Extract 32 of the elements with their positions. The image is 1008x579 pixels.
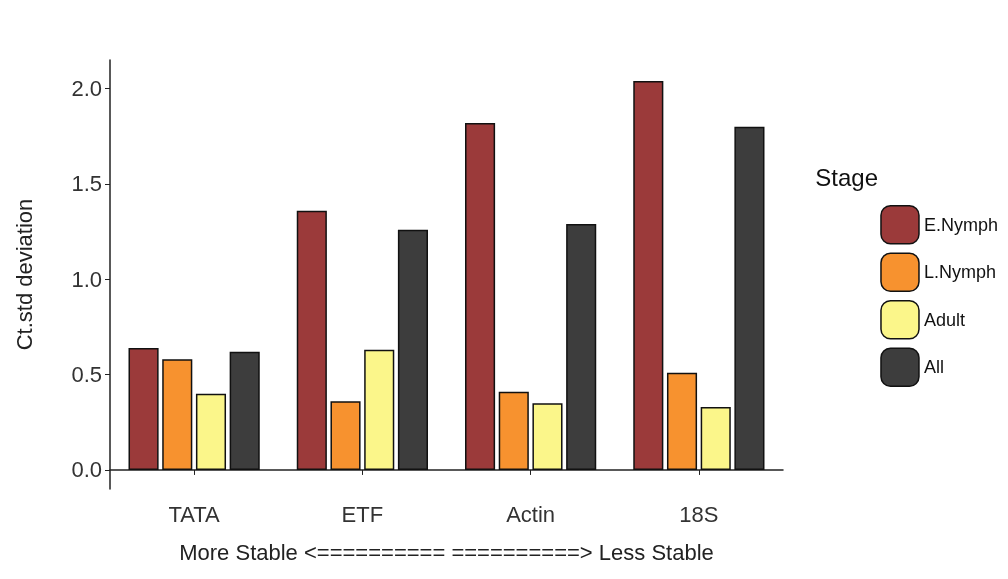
bar: [162, 359, 193, 470]
y-tick-label: 1.5: [71, 171, 102, 197]
bar: [700, 407, 731, 470]
legend-label: L.Nymph: [923, 262, 997, 283]
x-tick-label: 18S: [679, 501, 719, 527]
legend-label: All: [923, 357, 944, 378]
bar: [566, 223, 597, 470]
x-axis-title: More Stable <========== ==========> Less Stable: [179, 539, 714, 565]
bar: [397, 229, 428, 470]
y-tick-label: 1.0: [71, 266, 102, 292]
y-axis-title: Ct.std deviation: [11, 198, 37, 351]
bar: [633, 80, 664, 470]
bar: [195, 393, 227, 470]
bar: [128, 347, 159, 470]
bar: [498, 391, 529, 470]
y-tick-label: 0.0: [71, 457, 102, 483]
legend-label: Adult: [923, 309, 966, 330]
legend-title: Stage: [815, 163, 878, 191]
bar: [296, 210, 327, 470]
x-tick-label: ETF: [341, 501, 384, 527]
y-tick-label: 2.0: [71, 76, 102, 102]
x-tick-label: TATA: [168, 501, 221, 527]
bar: [229, 351, 260, 470]
legend-label: E.Nymph: [923, 214, 999, 235]
x-tick-label: Actin: [506, 501, 556, 527]
y-tick-label: 0.5: [71, 362, 102, 388]
bar: [330, 401, 361, 470]
bar: [666, 372, 698, 470]
bar: [532, 403, 563, 470]
bar: [465, 122, 496, 470]
bar: [364, 349, 395, 470]
bar: [734, 126, 765, 470]
